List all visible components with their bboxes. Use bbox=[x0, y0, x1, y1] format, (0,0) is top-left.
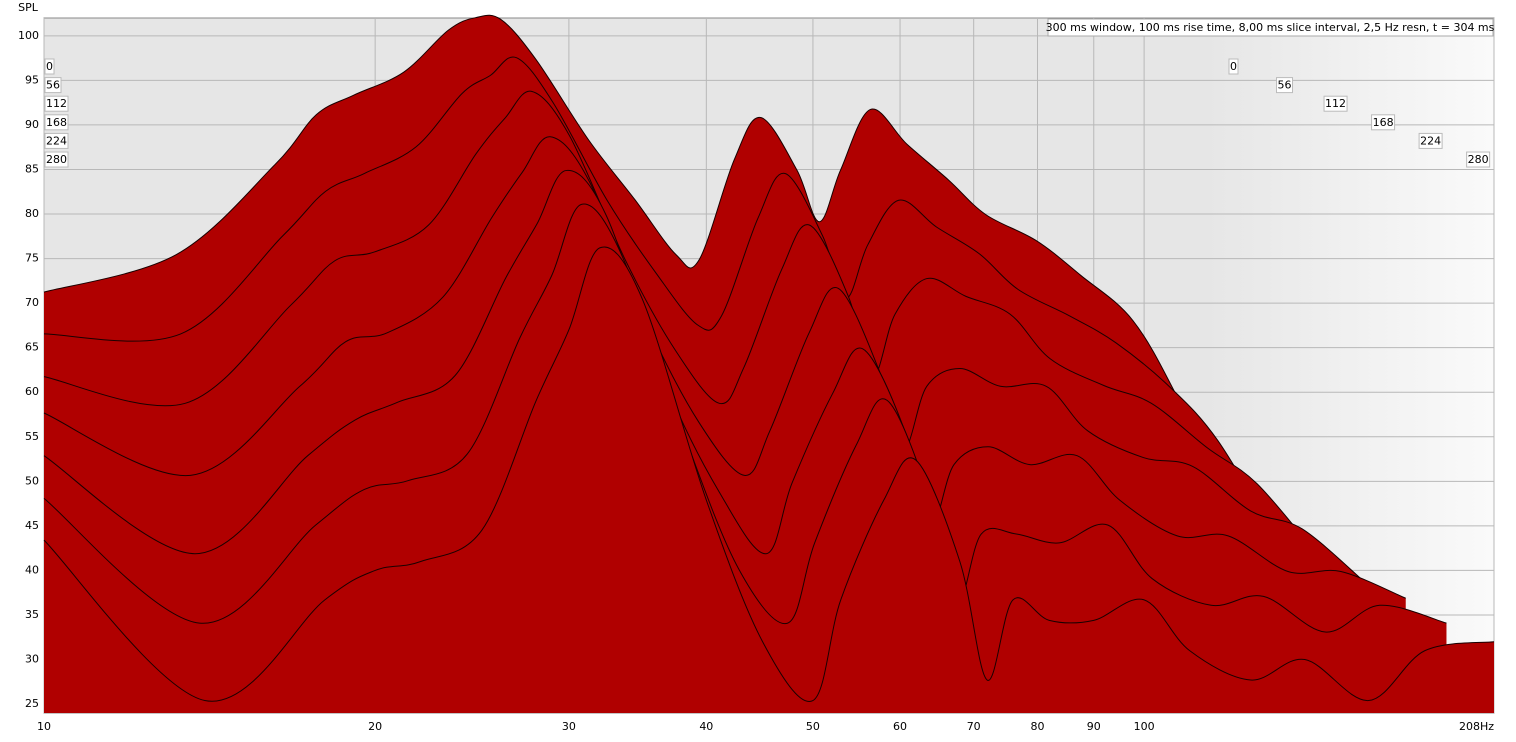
time-label-left: 56 bbox=[46, 79, 60, 92]
time-label-right: 224 bbox=[1420, 134, 1441, 147]
y-tick-label: 30 bbox=[25, 653, 39, 666]
info-box bbox=[1047, 18, 1494, 37]
time-label-box bbox=[1228, 58, 1239, 75]
time-label-box bbox=[1371, 114, 1396, 131]
time-label-box bbox=[44, 114, 69, 131]
slice-line bbox=[43, 203, 1447, 633]
y-tick-label: 50 bbox=[25, 474, 39, 487]
time-label-left: 280 bbox=[46, 153, 67, 166]
x-tick-label: 208Hz bbox=[1459, 720, 1494, 733]
slice-line bbox=[43, 90, 1318, 556]
y-tick-label: 75 bbox=[25, 252, 39, 265]
x-tick-label: 90 bbox=[1087, 720, 1101, 733]
time-label-box bbox=[1418, 132, 1443, 149]
x-tick-label: 40 bbox=[699, 720, 713, 733]
time-label-box bbox=[44, 58, 55, 75]
info-text: 300 ms window, 100 ms rise time, 8,00 ms… bbox=[1046, 21, 1495, 34]
time-label-box bbox=[1323, 95, 1348, 112]
y-tick-label: 40 bbox=[25, 563, 39, 576]
time-label-left: 0 bbox=[46, 60, 53, 73]
x-tick-label: 30 bbox=[562, 720, 576, 733]
time-label-box bbox=[44, 151, 69, 168]
x-tick-label: 50 bbox=[806, 720, 820, 733]
y-tick-label: 80 bbox=[25, 207, 39, 220]
y-tick-label: 60 bbox=[25, 385, 39, 398]
time-label-right: 168 bbox=[1373, 116, 1394, 129]
y-tick-label: 95 bbox=[25, 73, 39, 86]
y-tick-label: 100 bbox=[18, 29, 39, 42]
time-label-box bbox=[44, 95, 69, 112]
slice-line bbox=[43, 56, 1278, 540]
time-label-box bbox=[44, 132, 69, 149]
time-label-left: 112 bbox=[46, 97, 67, 110]
time-label-right: 0 bbox=[1230, 60, 1237, 73]
y-tick-label: 55 bbox=[25, 430, 39, 443]
slice-fill bbox=[44, 246, 1494, 713]
slice-line bbox=[43, 14, 1237, 521]
time-label-right: 112 bbox=[1325, 97, 1346, 110]
time-label-left: 224 bbox=[46, 134, 67, 147]
y-axis-label: SPL bbox=[18, 1, 39, 14]
x-tick-label: 80 bbox=[1030, 720, 1044, 733]
time-label-box bbox=[44, 77, 62, 94]
slice-line bbox=[43, 170, 1406, 599]
slice-line bbox=[43, 136, 1366, 583]
y-tick-label: 70 bbox=[25, 296, 39, 309]
y-tick-label: 45 bbox=[25, 519, 39, 532]
y-tick-label: 90 bbox=[25, 118, 39, 131]
time-label-left: 168 bbox=[46, 116, 67, 129]
time-label-box bbox=[1276, 77, 1294, 94]
x-tick-label: 10 bbox=[37, 720, 51, 733]
x-tick-label: 100 bbox=[1134, 720, 1155, 733]
y-tick-label: 35 bbox=[25, 608, 39, 621]
slice-line bbox=[43, 246, 1495, 702]
x-tick-label: 20 bbox=[368, 720, 382, 733]
y-tick-label: 25 bbox=[25, 697, 39, 710]
time-label-right: 280 bbox=[1468, 153, 1489, 166]
y-tick-label: 65 bbox=[25, 341, 39, 354]
time-label-box bbox=[1466, 151, 1491, 168]
time-label-right: 56 bbox=[1278, 79, 1292, 92]
y-tick-label: 85 bbox=[25, 162, 39, 175]
x-tick-label: 60 bbox=[893, 720, 907, 733]
x-tick-label: 70 bbox=[967, 720, 981, 733]
